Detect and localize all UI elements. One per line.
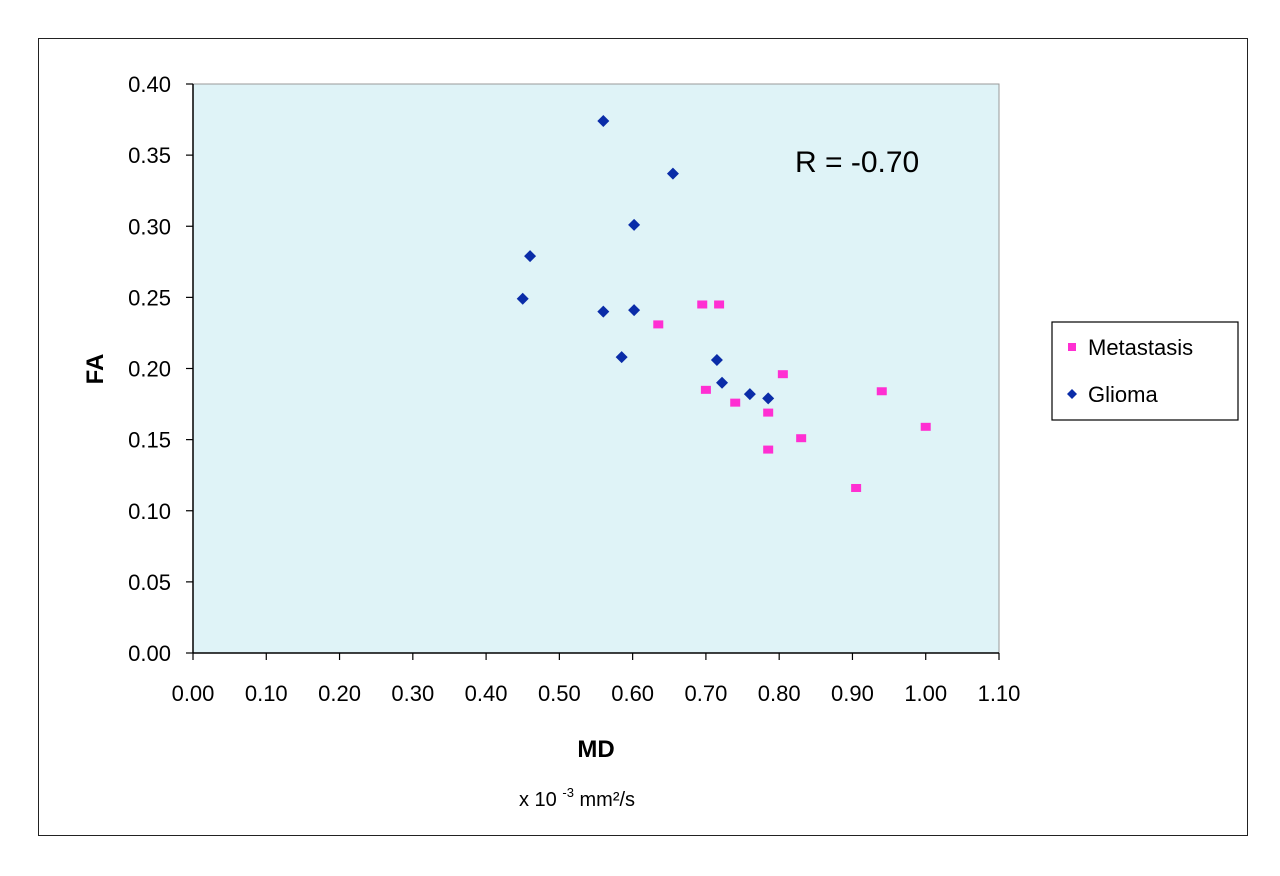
y-tick-label: 0.00 [128,641,171,666]
x-axis-unit-base: x 10 [519,789,557,811]
chart-frame [38,38,1248,836]
y-axis-title: FA [82,354,109,385]
x-tick-label: 0.40 [465,681,508,706]
glioma-point [628,218,641,231]
metastasis-point [763,445,774,454]
glioma-point [743,388,756,401]
x-tick-label: 0.10 [245,681,288,706]
legend: Metastasis Glioma [1051,321,1239,421]
x-tick-label: 1.10 [978,681,1021,706]
glioma-point [716,376,729,389]
x-tick-label: 0.70 [684,681,727,706]
legend-metastasis-marker [1068,343,1076,351]
x-axis-title: MD [577,736,614,763]
x-tick-label: 0.90 [831,681,874,706]
glioma-point [615,351,628,364]
metastasis-point [730,398,741,407]
metastasis-point [714,300,725,309]
x-axis-ticks: 0.00 0.10 0.20 0.30 0.40 0.50 0.60 0.70 0.80 0.90… [172,653,1021,706]
metastasis-point [851,483,862,492]
glioma-point [597,114,610,127]
y-tick-label: 0.40 [128,72,171,97]
metastasis-point [763,408,774,417]
y-tick-label: 0.10 [128,499,171,524]
x-axis-unit-rest: mm²/s [580,789,636,811]
glioma-point [666,167,679,180]
legend-glioma-marker [1067,389,1077,399]
y-tick-label: 0.30 [128,214,171,239]
y-tick-label: 0.05 [128,570,171,595]
x-tick-label: 0.50 [538,681,581,706]
x-tick-label: 1.00 [904,681,947,706]
x-tick-label: 0.60 [611,681,654,706]
y-tick-label: 0.25 [128,285,171,310]
x-tick-label: 0.80 [758,681,801,706]
glioma-point [524,250,537,263]
correlation-annotation: R = -0.70 [795,146,919,179]
glioma-point [597,305,610,318]
metastasis-point [876,387,887,396]
x-tick-label: 0.20 [318,681,361,706]
x-tick-label: 0.30 [391,681,434,706]
metastasis-point [653,320,664,329]
legend-glioma-label: Glioma [1088,382,1158,407]
metastasis-point [920,422,931,431]
y-tick-label: 0.35 [128,143,171,168]
plot-area [192,83,1000,654]
legend-box [1051,321,1239,421]
y-tick-label: 0.20 [128,357,171,382]
glioma-point [710,353,723,366]
legend-metastasis-label: Metastasis [1088,335,1193,360]
glioma-point [628,304,641,317]
metastasis-point [777,370,788,379]
metastasis-point [796,434,807,443]
y-axis-ticks: 0.00 0.05 0.10 0.15 0.20 0.25 0.30 0.35 0.40 [128,72,193,666]
data-points [516,114,931,492]
glioma-point [762,392,775,405]
x-axis-unit-exponent: -3 [562,785,574,800]
metastasis-point [700,385,711,394]
glioma-point [516,292,529,305]
x-tick-label: 0.00 [172,681,215,706]
y-tick-label: 0.15 [128,428,171,453]
x-axis-unit: x 10 -3 mm²/s [519,780,635,811]
metastasis-point [697,300,708,309]
